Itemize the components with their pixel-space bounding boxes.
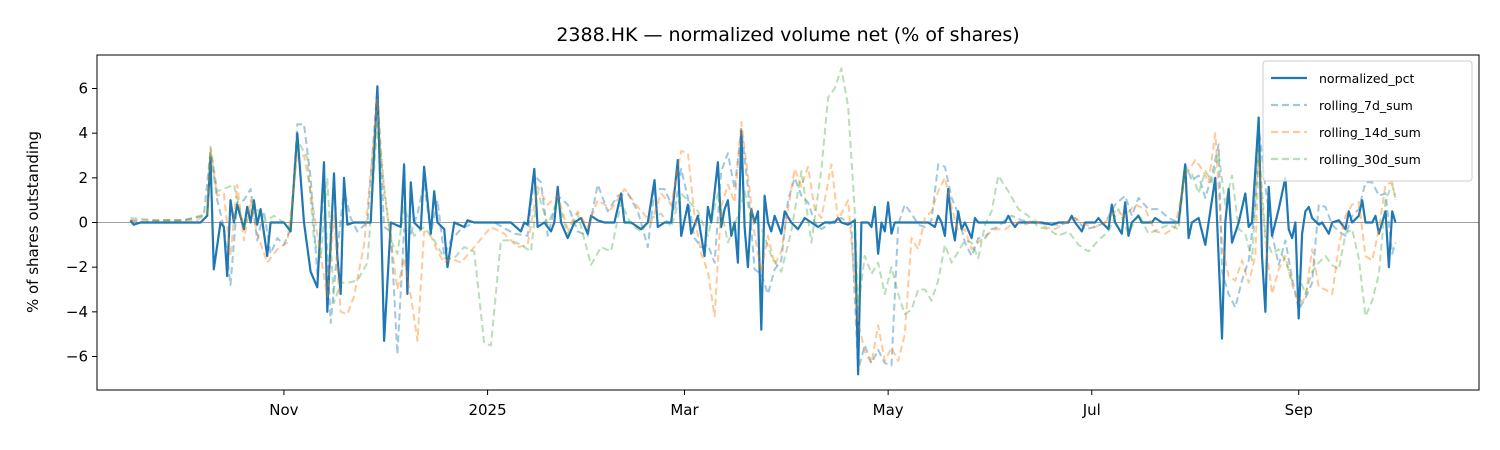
- series-line-rolling-7d-sum: [130, 85, 1397, 371]
- x-tick-label: Nov: [269, 401, 298, 419]
- legend-label: rolling_7d_sum: [1319, 98, 1413, 113]
- y-tick-label: 6: [78, 80, 88, 98]
- x-tick-label: Mar: [670, 401, 699, 419]
- y-tick-label: 0: [78, 214, 88, 232]
- legend-label: rolling_14d_sum: [1319, 125, 1421, 140]
- chart-title: 2388.HK — normalized volume net (% of sh…: [556, 24, 1019, 46]
- x-tick-label: 2025: [468, 401, 506, 419]
- series-line-rolling-30d-sum: [130, 67, 1397, 347]
- series-layer: [129, 67, 1397, 376]
- y-tick-label: −2: [66, 258, 88, 276]
- legend-box: [1262, 60, 1473, 182]
- legend-label: rolling_30d_sum: [1319, 152, 1421, 167]
- x-tick-label: Sep: [1285, 401, 1313, 419]
- x-tick-label: Jul: [1082, 401, 1101, 419]
- y-axis-title: % of shares outstanding: [24, 131, 42, 313]
- x-axis: Nov 2025 Mar May Jul Sep: [269, 390, 1313, 419]
- series-line-rolling-14d-sum: [130, 98, 1397, 365]
- y-tick-label: 4: [78, 124, 88, 142]
- legend: normalized_pct rolling_7d_sum rolling_14d_…: [1262, 60, 1473, 182]
- y-tick-label: −6: [66, 348, 88, 366]
- y-axis: −6 −4 −2 0 2 4 6: [66, 80, 97, 366]
- y-tick-label: 2: [78, 169, 88, 187]
- legend-label: normalized_pct: [1319, 71, 1415, 86]
- plot-area: [96, 54, 1480, 391]
- y-tick-label: −4: [66, 303, 88, 321]
- series-line-normalized-pct: [129, 85, 1397, 376]
- x-tick-label: May: [873, 401, 904, 419]
